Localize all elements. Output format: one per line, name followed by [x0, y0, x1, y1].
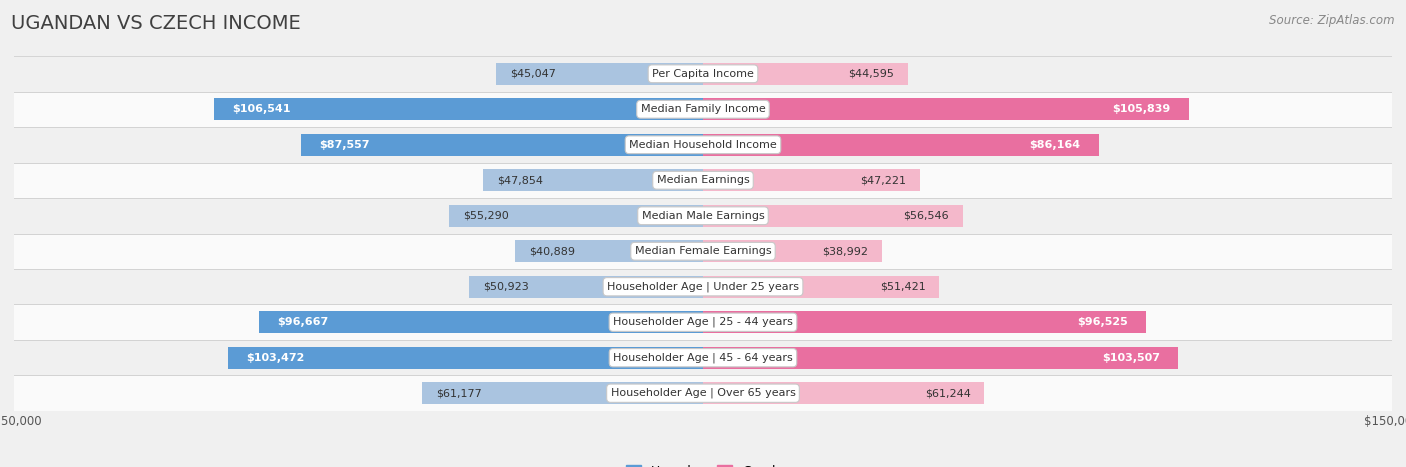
Text: $61,177: $61,177 [436, 388, 481, 398]
FancyBboxPatch shape [10, 163, 1396, 198]
Text: $51,421: $51,421 [880, 282, 925, 292]
Bar [422, 382, 703, 404]
Text: Median Family Income: Median Family Income [641, 104, 765, 114]
Text: $38,992: $38,992 [823, 246, 869, 256]
Bar [301, 134, 703, 156]
FancyBboxPatch shape [10, 340, 1396, 375]
Bar [703, 347, 1178, 369]
Bar [228, 347, 703, 369]
Text: $47,221: $47,221 [860, 175, 905, 185]
Bar [515, 240, 703, 262]
Bar [470, 276, 703, 298]
FancyBboxPatch shape [10, 375, 1396, 411]
FancyBboxPatch shape [10, 198, 1396, 234]
Text: Median Earnings: Median Earnings [657, 175, 749, 185]
FancyBboxPatch shape [10, 304, 1396, 340]
Bar [703, 382, 984, 404]
Text: Median Male Earnings: Median Male Earnings [641, 211, 765, 221]
Bar [484, 169, 703, 191]
Text: $96,667: $96,667 [277, 317, 329, 327]
Text: Median Female Earnings: Median Female Earnings [634, 246, 772, 256]
Text: $44,595: $44,595 [848, 69, 894, 79]
Bar [703, 98, 1189, 120]
Text: $106,541: $106,541 [232, 104, 291, 114]
Bar [703, 134, 1098, 156]
Text: $50,923: $50,923 [482, 282, 529, 292]
Text: $47,854: $47,854 [496, 175, 543, 185]
Bar [703, 276, 939, 298]
Text: $103,507: $103,507 [1102, 353, 1160, 363]
Text: Source: ZipAtlas.com: Source: ZipAtlas.com [1270, 14, 1395, 27]
Bar [259, 311, 703, 333]
Bar [449, 205, 703, 227]
Bar [703, 63, 908, 85]
Text: $105,839: $105,839 [1112, 104, 1171, 114]
Text: Householder Age | Over 65 years: Householder Age | Over 65 years [610, 388, 796, 398]
FancyBboxPatch shape [10, 92, 1396, 127]
Text: $87,557: $87,557 [319, 140, 370, 150]
Text: $86,164: $86,164 [1029, 140, 1080, 150]
Text: Householder Age | 45 - 64 years: Householder Age | 45 - 64 years [613, 353, 793, 363]
FancyBboxPatch shape [10, 269, 1396, 304]
Bar [703, 169, 920, 191]
FancyBboxPatch shape [10, 127, 1396, 163]
Bar [703, 205, 963, 227]
Text: $55,290: $55,290 [463, 211, 509, 221]
Text: $56,546: $56,546 [903, 211, 949, 221]
Text: Per Capita Income: Per Capita Income [652, 69, 754, 79]
Text: $40,889: $40,889 [529, 246, 575, 256]
Text: $45,047: $45,047 [510, 69, 555, 79]
Text: UGANDAN VS CZECH INCOME: UGANDAN VS CZECH INCOME [11, 14, 301, 33]
Bar [214, 98, 703, 120]
Text: $96,525: $96,525 [1077, 317, 1128, 327]
Text: Householder Age | Under 25 years: Householder Age | Under 25 years [607, 282, 799, 292]
Bar [496, 63, 703, 85]
Text: $61,244: $61,244 [925, 388, 970, 398]
Bar [703, 240, 882, 262]
Text: Median Household Income: Median Household Income [628, 140, 778, 150]
FancyBboxPatch shape [10, 234, 1396, 269]
Bar [703, 311, 1146, 333]
Text: Householder Age | 25 - 44 years: Householder Age | 25 - 44 years [613, 317, 793, 327]
Text: $103,472: $103,472 [246, 353, 305, 363]
FancyBboxPatch shape [10, 56, 1396, 92]
Legend: Ugandan, Czech: Ugandan, Czech [621, 460, 785, 467]
